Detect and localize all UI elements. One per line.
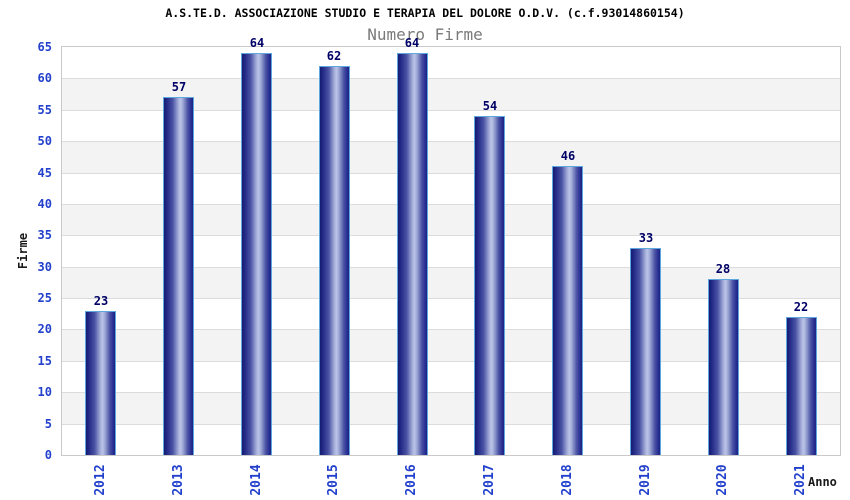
y-tick-label: 35 [37,228,52,242]
chart-subtitle: Numero Firme [367,25,483,44]
x-tick-label: 2020 [715,464,730,496]
bar-value-label: 23 [93,294,109,308]
bar-value-label: 33 [638,231,654,245]
x-tick-label: 2016 [404,464,419,496]
gridline [62,298,840,299]
x-axis-title: Anno [808,475,837,489]
plot-area [61,46,841,456]
bar-value-label: 46 [560,149,576,163]
bar-2019 [630,248,661,455]
gridline [62,235,840,236]
bar-2013 [163,97,194,455]
gridline [62,424,840,425]
x-tick-label: 2015 [326,464,341,496]
bar-2020 [708,279,739,455]
bar-value-label: 54 [482,99,498,113]
gridline [62,173,840,174]
y-tick-label: 45 [37,166,52,180]
x-tick-label: 2021 [793,464,808,496]
gridline [62,329,840,330]
y-tick-label: 25 [37,291,52,305]
y-tick-label: 0 [44,448,52,462]
bar-value-label: 28 [715,262,731,276]
y-tick-label: 60 [37,71,52,85]
bar-value-label: 64 [249,36,265,50]
gridline [62,204,840,205]
x-tick-label: 2018 [560,464,575,496]
gridline [62,392,840,393]
bar-value-label: 62 [326,49,342,63]
y-tick-label: 65 [37,40,52,54]
bar-2021 [786,317,817,455]
chart-title: A.S.TE.D. ASSOCIAZIONE STUDIO E TERAPIA … [165,6,685,20]
y-tick-label: 50 [37,134,52,148]
gridline [62,267,840,268]
bar-2012 [85,311,116,455]
x-tick-label: 2014 [249,464,264,496]
plot-band [62,47,840,78]
bar-2015 [319,66,350,455]
bar-2016 [397,53,428,455]
bar-value-label: 64 [404,36,420,50]
y-tick-label: 55 [37,103,52,117]
y-tick-label: 20 [37,322,52,336]
x-tick-label: 2012 [93,464,108,496]
y-tick-label: 10 [37,385,52,399]
bar-2014 [241,53,272,455]
x-tick-label: 2019 [638,464,653,496]
y-tick-label: 40 [37,197,52,211]
gridline [62,110,840,111]
x-tick-label: 2013 [171,464,186,496]
gridline [62,141,840,142]
y-tick-label: 15 [37,354,52,368]
y-tick-label: 5 [44,417,52,431]
bar-value-label: 22 [793,300,809,314]
bar-2018 [552,166,583,455]
gridline [62,361,840,362]
gridline [62,78,840,79]
bar-2017 [474,116,505,455]
x-tick-label: 2017 [482,464,497,496]
y-tick-label: 30 [37,260,52,274]
bar-value-label: 57 [171,80,187,94]
